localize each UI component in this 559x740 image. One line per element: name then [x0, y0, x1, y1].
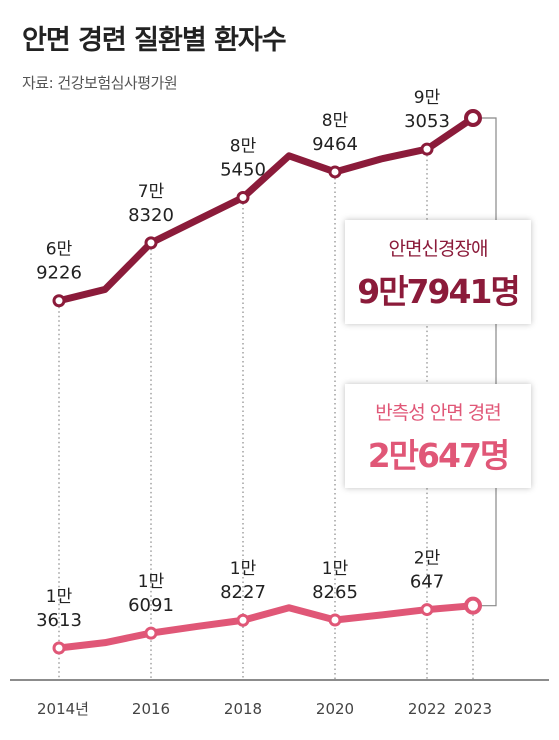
- x-tick-label: 2020: [316, 700, 354, 718]
- data-label: 9464: [312, 134, 358, 155]
- data-label: 8265: [312, 582, 358, 603]
- data-label: 6만: [46, 240, 73, 260]
- data-point: [144, 626, 158, 640]
- data-label: 1만: [138, 572, 165, 592]
- x-tick-label: 2014년: [37, 700, 89, 718]
- data-label: 1만: [322, 559, 349, 579]
- callout-series1-value: 9만7941명: [357, 272, 521, 311]
- data-point: [420, 603, 434, 617]
- data-label: 7만: [138, 182, 165, 202]
- data-point: [464, 109, 482, 127]
- bracket-2023: [473, 117, 497, 607]
- x-tick-label: 2016: [132, 700, 170, 718]
- callout-series1: 안면신경장애 9만7941명: [345, 220, 531, 324]
- data-label: 8320: [128, 205, 174, 226]
- data-label: 2만: [414, 549, 441, 569]
- source-note: 자료: 건강보험심사평가원: [22, 74, 178, 92]
- data-label: 8만: [322, 111, 349, 131]
- callout-series2: 반측성 안면 경련 2만647명: [345, 384, 531, 488]
- data-label: 8만: [230, 136, 257, 156]
- data-label: 1만: [46, 587, 73, 607]
- data-label: 9만: [414, 88, 441, 108]
- data-point: [420, 142, 434, 156]
- data-point: [236, 613, 250, 627]
- data-point: [236, 190, 250, 204]
- data-point: [52, 294, 66, 308]
- callout-series2-label: 반측성 안면 경련: [375, 402, 501, 424]
- data-point: [144, 236, 158, 250]
- data-label: 647: [410, 572, 444, 593]
- data-label: 8227: [220, 582, 266, 603]
- x-tick-label: 2023: [454, 700, 492, 718]
- x-tick-label: 2018: [224, 700, 262, 718]
- data-point: [52, 641, 66, 655]
- chart-title: 안면 경련 질환별 환자수: [22, 25, 287, 56]
- series-line-1: [55, 114, 477, 305]
- callout-series2-value: 2만647명: [367, 436, 511, 475]
- data-label: 3053: [404, 111, 450, 132]
- data-label: 1만: [230, 559, 257, 579]
- data-point: [464, 596, 482, 615]
- callout-series1-label: 안면신경장애: [388, 238, 489, 260]
- data-label: 5450: [220, 159, 266, 180]
- data-point: [328, 613, 342, 627]
- data-label: 9226: [36, 263, 82, 284]
- data-point: [328, 165, 342, 179]
- x-tick-label: 2022: [408, 700, 446, 718]
- data-label: 6091: [128, 595, 174, 616]
- series-line-2: [55, 602, 477, 652]
- data-label: 3613: [36, 610, 82, 631]
